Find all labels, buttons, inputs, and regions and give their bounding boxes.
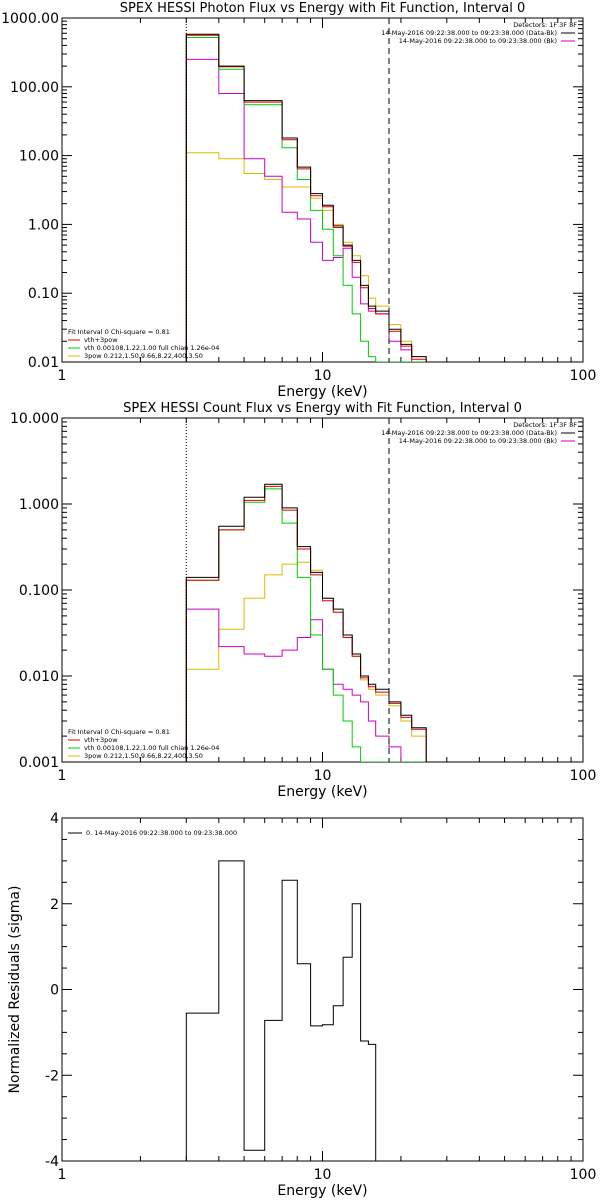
chart-title: SPEX HESSI Photon Flux vs Energy with Fi… bbox=[120, 1, 526, 16]
fit-legend-entry: vth+3pow bbox=[84, 336, 118, 344]
y-tick-label: 1.000 bbox=[19, 497, 59, 513]
y-tick-label: 100.00 bbox=[10, 80, 59, 96]
legend-entry: 0. 14-May-2016 09:22:38.000 to 09:23:38.… bbox=[86, 829, 237, 837]
fit-legend-title: Fit Interval 0 Chi-square = 0.81 bbox=[68, 328, 170, 336]
series-line-yellow bbox=[185, 561, 440, 762]
legend-title: Detectors: 1F 3F 8F bbox=[513, 21, 577, 29]
legend-entry: 14-May-2016 09:22:38.000 to 09:23:38.000… bbox=[399, 37, 557, 45]
x-tick-label: 1 bbox=[58, 368, 67, 384]
x-tick-label: 10 bbox=[314, 368, 332, 384]
y-tick-label: 4 bbox=[50, 811, 59, 827]
y-tick-label: 0.01 bbox=[28, 355, 59, 371]
chart-1: SPEX HESSI Photon Flux vs Energy with Fi… bbox=[1, 1, 596, 400]
x-tick-label: 100 bbox=[570, 1167, 597, 1183]
y-tick-label: 1000.00 bbox=[1, 11, 59, 27]
fit-legend-entry: vth+3pow bbox=[84, 736, 118, 744]
x-axis-label: Energy (keV) bbox=[277, 384, 367, 400]
x-tick-label: 10 bbox=[314, 1167, 332, 1183]
y-tick-label: 0 bbox=[50, 983, 59, 999]
series-line-green bbox=[185, 37, 440, 362]
series-line-total bbox=[185, 33, 440, 362]
legend-title: Detectors: 1F 3F 8F bbox=[513, 421, 577, 429]
series-group bbox=[185, 483, 440, 762]
series-line-magenta bbox=[185, 58, 440, 362]
series-line-red bbox=[185, 485, 440, 762]
y-tick-label: 1.00 bbox=[28, 217, 59, 233]
x-tick-label: 1 bbox=[58, 768, 67, 784]
series-line-total bbox=[185, 860, 377, 1161]
chart-2: SPEX HESSI Count Flux vs Energy with Fit… bbox=[10, 401, 596, 800]
plot-frame bbox=[61, 817, 584, 1162]
series-group bbox=[185, 860, 377, 1161]
x-tick-label: 10 bbox=[314, 768, 332, 784]
series-line-green bbox=[185, 488, 440, 762]
chart-title: SPEX HESSI Count Flux vs Energy with Fit… bbox=[123, 401, 522, 416]
fit-legend-entry: 3pow 0.212,1.50,9.66,8.22,400,3.50 bbox=[84, 752, 203, 760]
fit-legend-entry: vth 0.00108,1.22,1.00 full chian 1.26e-0… bbox=[84, 744, 219, 752]
legend-entry: 14-May-2016 09:22:38.000 to 09:23:38.000… bbox=[381, 429, 557, 437]
y-tick-label: 10.00 bbox=[19, 149, 59, 165]
y-axis-label: Normalized Residuals (sigma) bbox=[7, 886, 23, 1094]
y-tick-label: 2 bbox=[50, 897, 59, 913]
legend-entry: 14-May-2016 09:22:38.000 to 09:23:38.000… bbox=[399, 437, 557, 445]
x-tick-label: 1 bbox=[58, 1167, 67, 1183]
x-tick-label: 100 bbox=[570, 368, 597, 384]
x-axis-label: Energy (keV) bbox=[277, 1183, 367, 1199]
series-line-magenta bbox=[185, 608, 440, 762]
series-line-total bbox=[185, 483, 440, 762]
y-tick-label: -2 bbox=[45, 1068, 59, 1084]
y-tick-label: 0.010 bbox=[19, 669, 59, 685]
y-tick-label: 0.10 bbox=[28, 286, 59, 302]
x-tick-label: 100 bbox=[570, 768, 597, 784]
fit-legend-entry: 3pow 0.212,1.50,9.66,8.22,400,3.50 bbox=[84, 352, 203, 360]
series-line-red bbox=[185, 34, 440, 362]
fit-legend-entry: vth 0.00108,1.22,1.00 full chian 1.26e-0… bbox=[84, 344, 219, 352]
y-tick-label: 10.000 bbox=[10, 411, 59, 427]
y-tick-label: 0.100 bbox=[19, 583, 59, 599]
series-group bbox=[185, 33, 440, 362]
x-axis-label: Energy (keV) bbox=[277, 784, 367, 800]
y-tick-label: 0.001 bbox=[19, 755, 59, 771]
legend-entry: 14-May-2016 09:22:38.000 to 09:23:38.000… bbox=[381, 29, 557, 37]
plot-frame bbox=[61, 17, 584, 363]
fit-legend-title: Fit Interval 0 Chi-square = 0.81 bbox=[68, 728, 170, 736]
y-tick-label: -4 bbox=[45, 1154, 59, 1170]
chart-3: 1 10 100 Energy (keV) -4 -2 0 2 4 Normalized Resi… bbox=[7, 811, 596, 1199]
